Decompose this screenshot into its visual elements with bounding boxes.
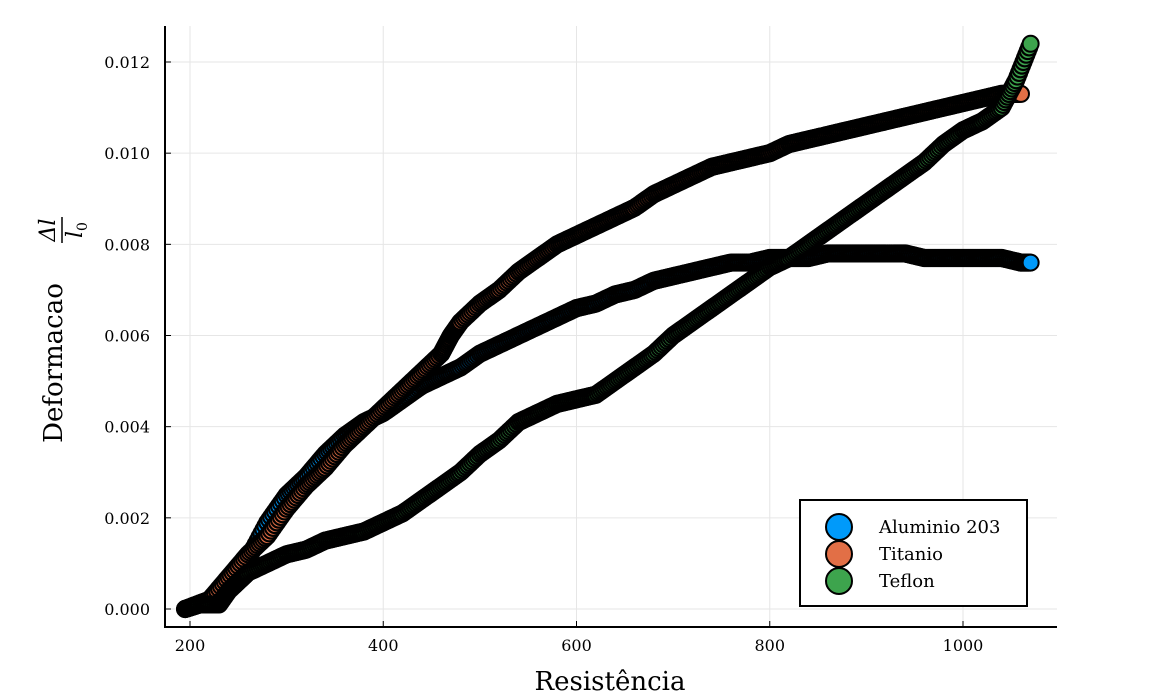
data-point-end <box>1021 253 1040 272</box>
data-point-end <box>1021 34 1040 53</box>
legend-label: Aluminio 203 <box>878 517 1000 538</box>
y-axis-fraction: Δl l0 <box>36 217 91 243</box>
legend-label: Teflon <box>879 571 935 592</box>
x-ticks: 200 400 600 800 1000 <box>175 621 984 655</box>
legend-label: Titanio <box>879 544 943 565</box>
axes <box>164 26 1057 628</box>
y-ticks: 0.000 0.002 0.004 0.006 0.008 0.010 0.012 <box>104 53 171 619</box>
y-tick-label: 0.012 <box>104 53 150 72</box>
y-tick-label: 0.000 <box>104 600 150 619</box>
fraction-denominator-sub: 0 <box>75 222 91 231</box>
y-axis-title: Deformacao Δl l0 <box>36 217 91 443</box>
x-tick-label: 600 <box>561 636 592 655</box>
y-axis-title-text: Deformacao <box>39 283 69 443</box>
fraction-denominator-base: l <box>63 231 88 238</box>
y-tick-label: 0.010 <box>104 144 150 163</box>
grid <box>165 26 1057 627</box>
fraction-denominator: l0 <box>63 222 91 238</box>
legend-marker <box>825 540 853 568</box>
data-points <box>176 34 1040 619</box>
legend-marker <box>825 567 853 595</box>
x-tick-label: 1000 <box>943 636 984 655</box>
x-tick-label: 800 <box>754 636 785 655</box>
legend: Aluminio 203 Titanio Teflon <box>799 499 1028 607</box>
x-tick-label: 400 <box>368 636 399 655</box>
legend-marker <box>825 513 853 541</box>
fraction-numerator: Δl <box>36 219 61 243</box>
x-axis-title: Resistência <box>535 667 686 696</box>
y-tick-label: 0.002 <box>104 509 150 528</box>
y-tick-label: 0.006 <box>104 327 150 346</box>
y-tick-label: 0.004 <box>104 418 150 437</box>
series-teflon <box>176 34 1040 619</box>
y-tick-label: 0.008 <box>104 235 150 254</box>
x-tick-label: 200 <box>175 636 206 655</box>
